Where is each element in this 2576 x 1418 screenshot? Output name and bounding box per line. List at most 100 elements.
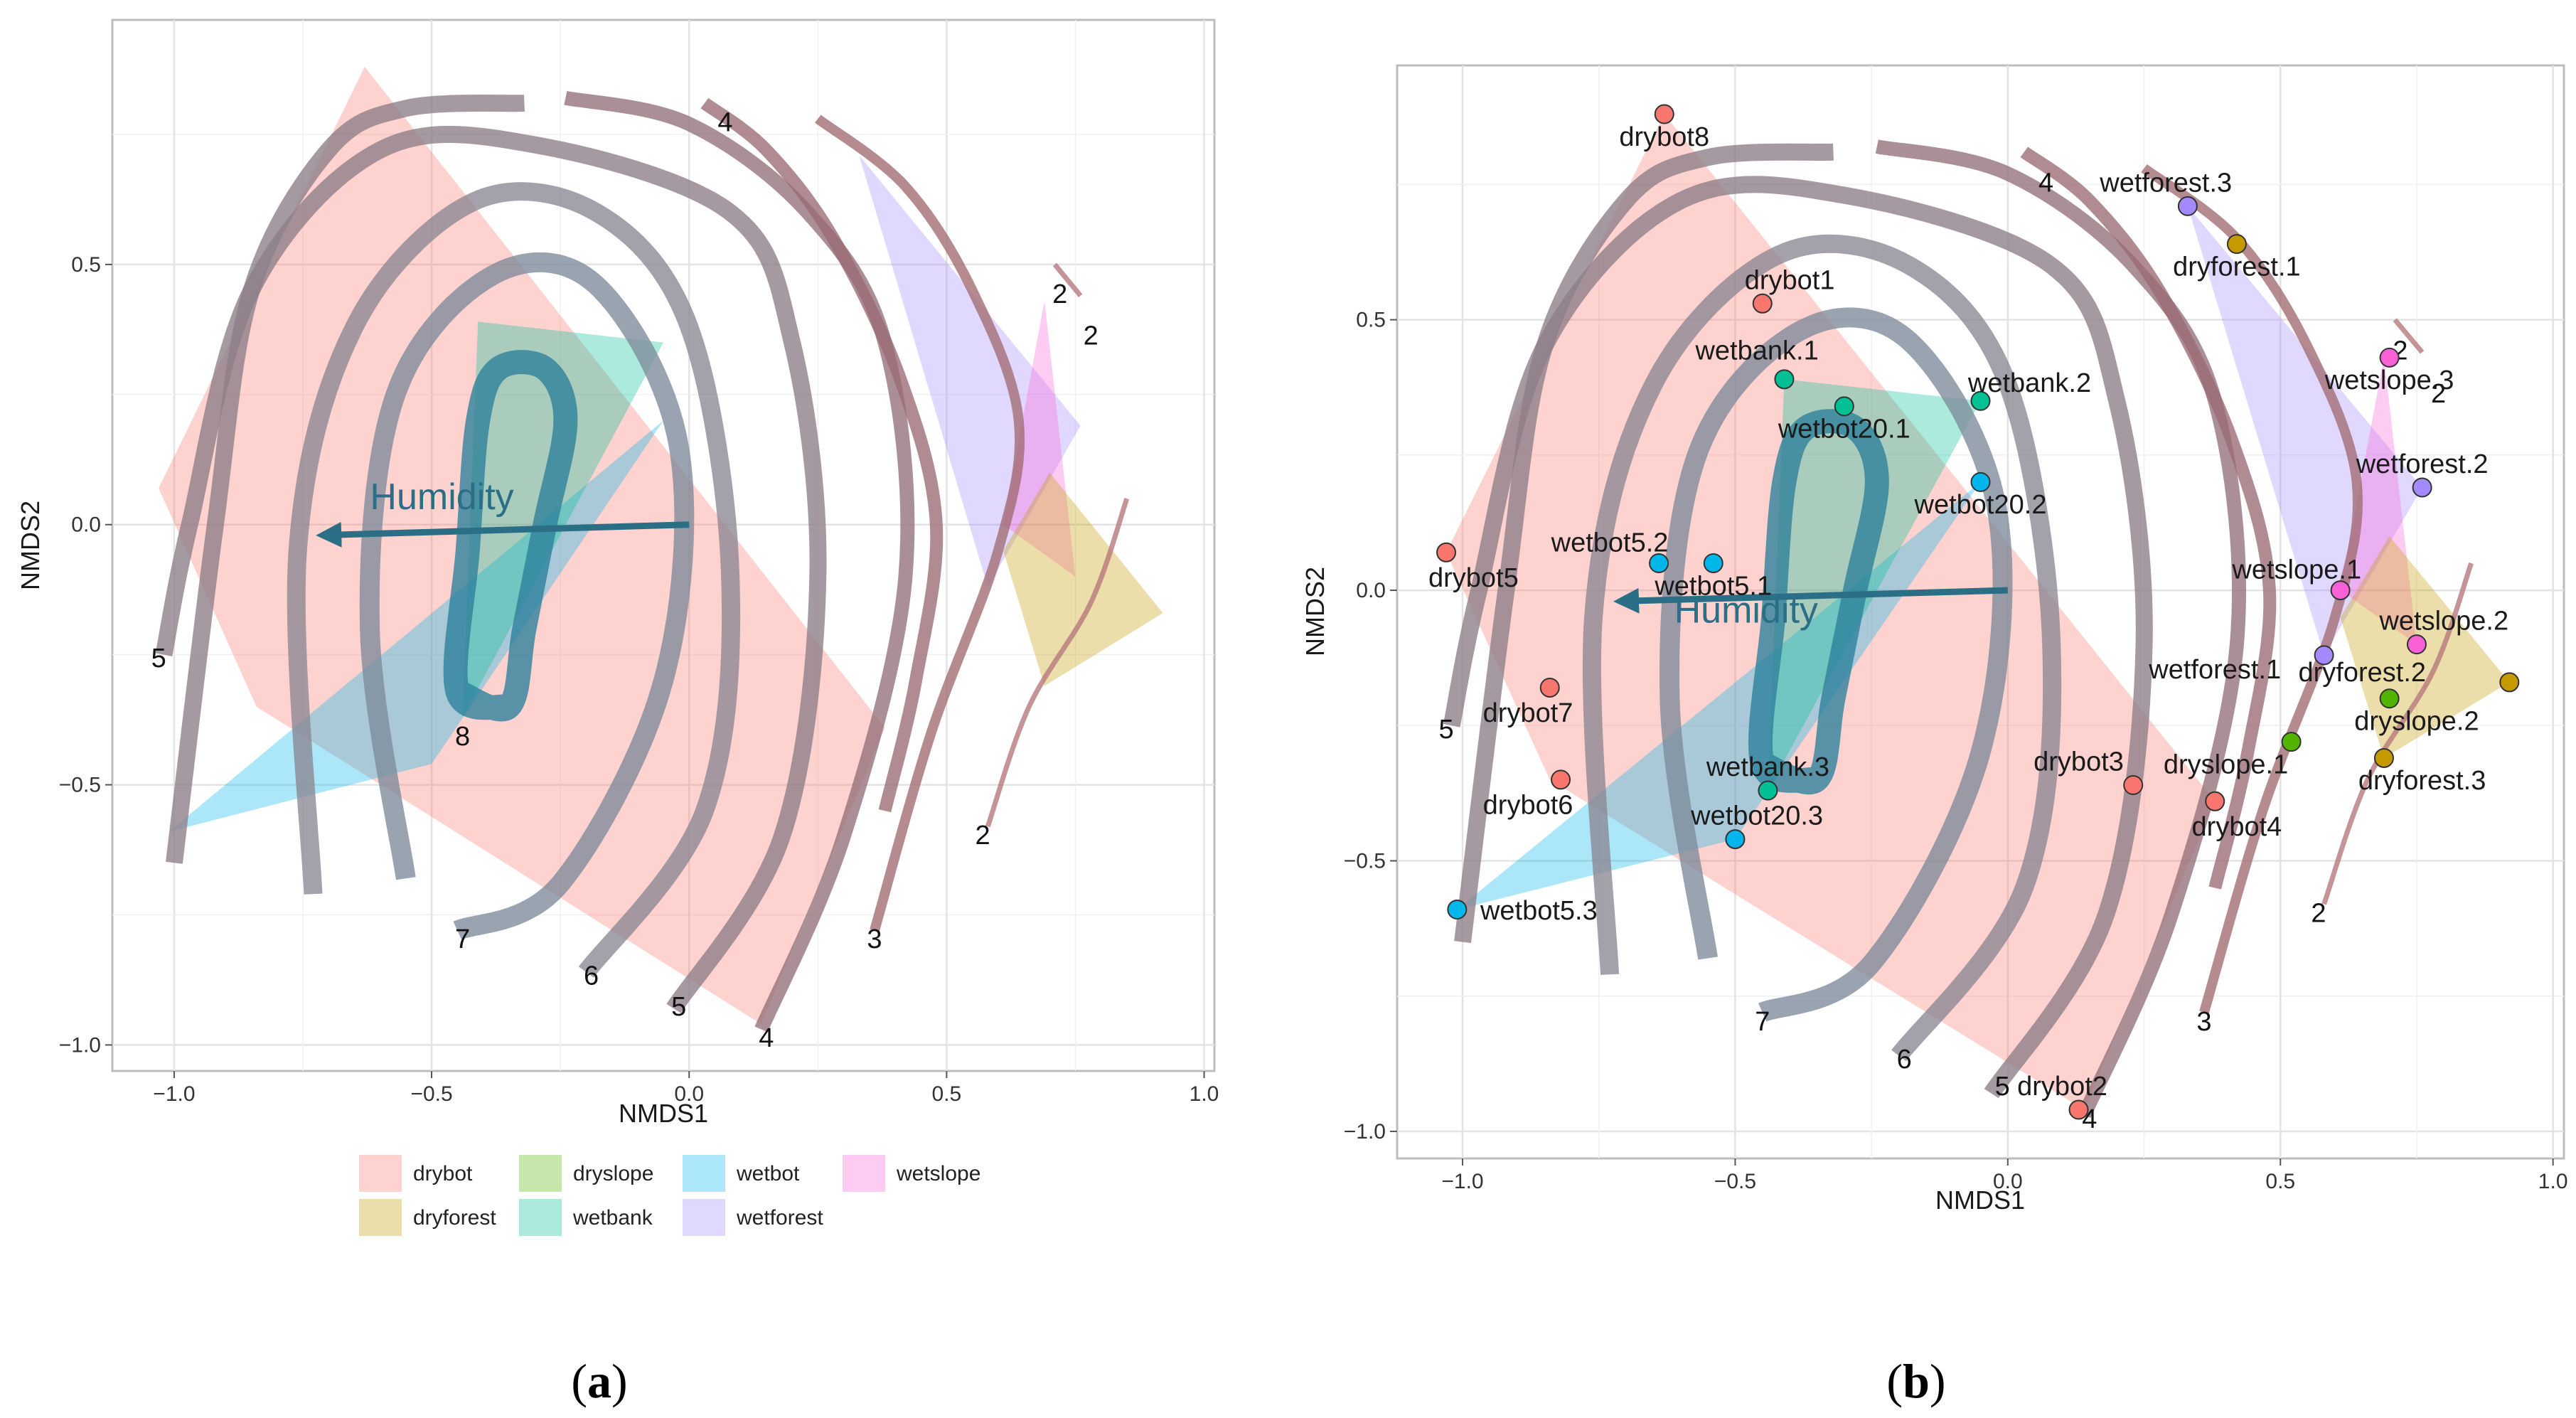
contour-line-2b bbox=[2393, 318, 2425, 354]
contour-line-6 bbox=[1582, 234, 2062, 1062]
legend-swatch-wetbank bbox=[519, 1199, 562, 1236]
legend-label-drybot: drybot bbox=[413, 1162, 473, 1185]
contour-line-5 bbox=[1443, 176, 2153, 1099]
legend-label-dryslope: dryslope bbox=[573, 1162, 653, 1185]
contour-label: 3 bbox=[867, 924, 882, 954]
point-wetslope.3 bbox=[2379, 347, 2400, 368]
point-label: dryslope.2 bbox=[2354, 707, 2479, 737]
point-drybot1 bbox=[1752, 293, 1773, 314]
hull-wetslope bbox=[2340, 357, 2417, 645]
contour-line-4b bbox=[700, 97, 944, 813]
point-label: drybot1 bbox=[1745, 265, 1835, 295]
x-tick-label: 0.0 bbox=[674, 1082, 704, 1106]
humidity-arrow bbox=[1613, 587, 2008, 614]
point-label: wetbank.1 bbox=[1694, 336, 1818, 366]
panel-a-x-axis-label: NMDS1 bbox=[619, 1099, 708, 1128]
hull-wetslope bbox=[1003, 301, 1076, 577]
contour-line-2b bbox=[1052, 262, 1083, 298]
contour-line-4 bbox=[1875, 139, 2246, 1119]
point-wetforest.3 bbox=[2177, 196, 2198, 216]
point-label: drybot8 bbox=[1619, 122, 1709, 152]
point-label: drybot4 bbox=[2192, 812, 2282, 842]
point-label: drybot2 bbox=[2017, 1072, 2107, 1102]
point-label: wetslope.2 bbox=[2378, 607, 2508, 636]
point-label: dryforest.3 bbox=[2358, 766, 2486, 796]
contour-label: 4 bbox=[717, 107, 732, 137]
hull-wetforest bbox=[2187, 206, 2422, 656]
contour-line-4 bbox=[564, 90, 915, 1033]
legend-swatch-dryslope bbox=[519, 1155, 562, 1192]
point-label: drybot3 bbox=[2033, 747, 2124, 777]
panel-b-x-axis-label: NMDS1 bbox=[1935, 1185, 2025, 1215]
contour-label: 6 bbox=[1897, 1045, 1912, 1075]
contour-label: 7 bbox=[455, 924, 470, 954]
point-label: wetbot20.2 bbox=[1914, 490, 2047, 520]
hull-wetbank bbox=[1768, 379, 1981, 791]
point-label: wetforest.2 bbox=[2356, 449, 2489, 479]
contour-label: 2 bbox=[1052, 279, 1067, 309]
point-wetforest.2 bbox=[2412, 477, 2432, 498]
point-drybot3 bbox=[2123, 774, 2144, 795]
contour-label: 4 bbox=[759, 1023, 774, 1053]
x-tick-label: 1.0 bbox=[2538, 1170, 2568, 1193]
point-wetbot20.1 bbox=[1834, 396, 1854, 417]
contour-line-7 bbox=[1660, 307, 2013, 1022]
panel-a-caption-letter: a bbox=[587, 1354, 611, 1408]
legend-label-wetbot: wetbot bbox=[736, 1162, 800, 1185]
contour-label: 3 bbox=[2196, 1007, 2211, 1037]
y-tick-label: 0.0 bbox=[1356, 579, 1386, 602]
contour-label: 2 bbox=[975, 821, 990, 851]
y-tick-label: −0.5 bbox=[59, 774, 101, 797]
point-label: dryslope.1 bbox=[2164, 750, 2288, 779]
humidity-label: Humidity bbox=[1674, 590, 1818, 631]
legend-label-wetbank: wetbank bbox=[572, 1206, 653, 1230]
panel-b-caption: (b) bbox=[1886, 1354, 1945, 1408]
point-drybot8 bbox=[1654, 104, 1674, 124]
y-tick-label: 0.5 bbox=[1356, 309, 1386, 332]
humidity-arrow bbox=[316, 521, 690, 548]
x-tick-label: 0.5 bbox=[932, 1082, 962, 1106]
y-tick-label: 0.0 bbox=[71, 513, 101, 537]
point-dryforest.3 bbox=[2373, 747, 2394, 768]
point-dryforest.1 bbox=[2226, 234, 2247, 255]
point-label: drybot5 bbox=[1428, 563, 1519, 593]
point-label: dryforest.2 bbox=[2299, 658, 2427, 688]
point-label: wetslope.1 bbox=[2231, 555, 2361, 585]
point-wetslope.1 bbox=[2330, 580, 2351, 601]
contour-label: 5 bbox=[671, 992, 686, 1022]
contour-line-8 bbox=[1748, 409, 1889, 795]
contour-line-5b bbox=[1454, 143, 1834, 944]
legend-swatch-wetslope bbox=[843, 1155, 885, 1192]
x-tick-label: −0.5 bbox=[1714, 1170, 1756, 1193]
point-wetbot5.1 bbox=[1703, 553, 1723, 574]
panel-a-axis-ticks: −1.0 −0.5 0.0 0.5 1.0 −1.0 −0.5 0.0 0.5 bbox=[59, 253, 1219, 1106]
x-tick-label: −1.0 bbox=[153, 1082, 195, 1106]
point-dryslope.2 bbox=[2379, 688, 2400, 709]
point-label: wetforest.3 bbox=[2099, 168, 2232, 198]
panel-a-caption: (a) bbox=[571, 1354, 627, 1408]
x-tick-label: −0.5 bbox=[410, 1082, 452, 1106]
contour-label: 2 bbox=[1084, 321, 1099, 351]
point-drybot7 bbox=[1539, 678, 1560, 698]
panel-a-humidity-vector: Humidity bbox=[316, 476, 690, 548]
point-label: drybot6 bbox=[1483, 790, 1573, 820]
contour-line-4b bbox=[2020, 146, 2277, 890]
contour-label: 8 bbox=[455, 722, 470, 752]
point-label: wetbank.2 bbox=[1967, 368, 2091, 398]
point-wetbank.2 bbox=[1970, 390, 1991, 411]
y-tick-label: −1.0 bbox=[59, 1033, 101, 1057]
panel-b-humidity-vector: Humidity bbox=[1613, 587, 2008, 631]
contour-label: 4 bbox=[2038, 168, 2053, 198]
point-label: dryforest.1 bbox=[2173, 252, 2301, 282]
point-label: wetbot5.3 bbox=[1480, 896, 1598, 926]
point-label: wetbot20.1 bbox=[1778, 415, 1910, 444]
contour-line-5b bbox=[166, 95, 525, 864]
point-label: wetbot5.2 bbox=[1551, 528, 1669, 558]
legend-swatch-dryforest bbox=[359, 1199, 402, 1236]
x-tick-label: 1.0 bbox=[1190, 1082, 1219, 1106]
hull-wetforest bbox=[859, 155, 1081, 587]
legend-swatch-drybot bbox=[359, 1155, 402, 1192]
point-wetbot20.3 bbox=[1725, 829, 1746, 850]
